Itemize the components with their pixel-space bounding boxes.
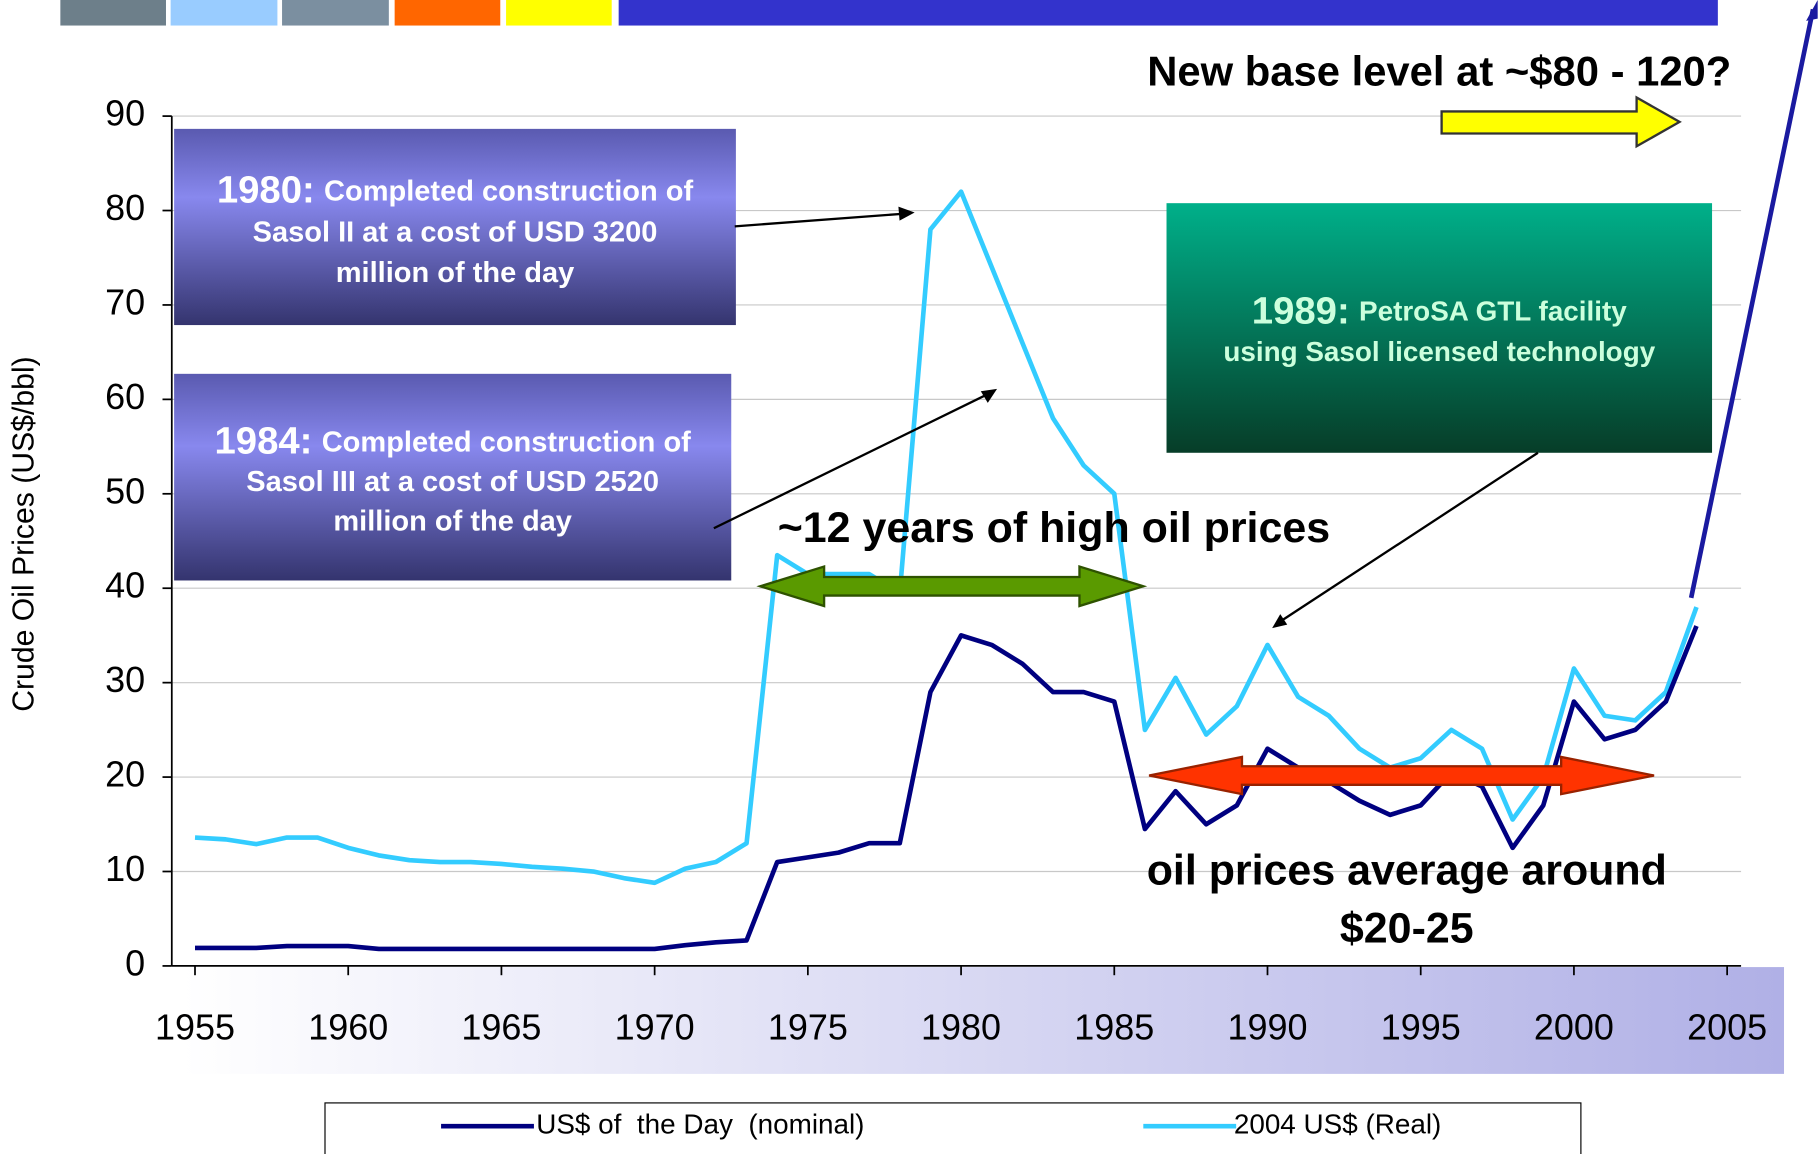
trend-arrow xyxy=(1688,8,1816,599)
box-year: 1984: xyxy=(215,420,313,463)
annotation: oil prices average around xyxy=(1147,846,1667,894)
x-tick-label: 1965 xyxy=(461,1006,541,1047)
box-line: Sasol III at a cost of USD 2520 xyxy=(246,466,659,498)
box-text: million of the day xyxy=(333,505,572,537)
box-line: 1980: Completed construction of xyxy=(217,169,694,212)
pointer-arrows xyxy=(713,212,1539,624)
x-tick-label: 2000 xyxy=(1534,1006,1614,1047)
data-line xyxy=(195,625,1699,952)
annotation: New base level at ~$80 - 120? xyxy=(1147,47,1731,94)
note-box xyxy=(174,373,732,581)
legend-items: US$ of the Day (nominal) 2004 US$ (Real) xyxy=(441,1108,1441,1139)
arrow-head xyxy=(980,388,998,403)
x-axis-band xyxy=(182,967,1785,1074)
yellow-arrow xyxy=(1440,95,1682,149)
box-text: Sasol II at a cost of USD 3200 xyxy=(253,216,658,248)
pointer xyxy=(1278,451,1539,624)
span-arrow xyxy=(756,564,1148,608)
box-text: 1980: Completed construction of Sasol II a… xyxy=(215,169,1656,537)
x-tick-label: 1985 xyxy=(1074,1006,1154,1047)
y-tick-label: 30 xyxy=(105,659,145,700)
y-tick-label: 40 xyxy=(105,565,145,606)
arrow-head xyxy=(898,206,915,221)
box-text: Completed construction of xyxy=(324,175,693,207)
box-year: 1989: xyxy=(1252,290,1350,333)
arrow-head xyxy=(1272,614,1288,629)
note-box xyxy=(174,128,736,326)
box-text: Sasol III at a cost of USD 2520 xyxy=(246,466,659,498)
box-text: PetroSA GTL facility xyxy=(1359,296,1627,327)
header-image xyxy=(282,0,389,26)
x-tick-label: 1990 xyxy=(1227,1006,1307,1047)
box-text: Completed construction of xyxy=(322,426,691,458)
pointer xyxy=(713,392,990,530)
box-line: million of the day xyxy=(336,257,575,289)
y-tick-label: 10 xyxy=(105,848,145,889)
pointer xyxy=(734,212,906,228)
box-text: million of the day xyxy=(336,257,575,289)
box-year: 1980: xyxy=(217,169,315,212)
data-line xyxy=(194,189,1699,886)
x-tick-label: 1960 xyxy=(308,1006,388,1047)
header-strip xyxy=(60,0,1718,26)
legend xyxy=(324,1102,1582,1154)
x-tick-label: 1980 xyxy=(921,1006,1001,1047)
span-arrow xyxy=(1148,755,1655,796)
x-tick-label: 1955 xyxy=(155,1006,235,1047)
y-tick-label: 20 xyxy=(105,754,145,795)
box-line: Sasol II at a cost of USD 3200 xyxy=(253,216,658,248)
header-block xyxy=(170,0,278,26)
legend-label: US$ of the Day (nominal) xyxy=(536,1108,864,1139)
note-box xyxy=(1166,203,1713,453)
annotation: ~12 years of high oil prices xyxy=(778,504,1330,552)
y-tick-label: 90 xyxy=(105,93,145,134)
box-line: using Sasol licensed technology xyxy=(1223,336,1655,367)
box-line: 1989: PetroSA GTL facility xyxy=(1252,290,1628,333)
y-tick-label: 80 xyxy=(105,187,145,228)
header-block xyxy=(506,0,612,26)
x-tick-label: 1970 xyxy=(615,1006,695,1047)
y-tick-label: 70 xyxy=(105,281,145,322)
y-tick-label: 60 xyxy=(105,376,145,417)
x-tick-label: 1975 xyxy=(768,1006,848,1047)
y-tick-label: 50 xyxy=(105,470,145,511)
header-block xyxy=(618,0,1718,26)
trend-arrow-head xyxy=(1806,0,1818,21)
y-tick-label: 0 xyxy=(125,942,145,983)
box-text: using Sasol licensed technology xyxy=(1223,336,1655,367)
header-image xyxy=(60,0,166,26)
box-line: million of the day xyxy=(333,505,572,537)
legend-label: 2004 US$ (Real) xyxy=(1234,1108,1441,1139)
annotation: $20-25 xyxy=(1340,904,1474,952)
header-block xyxy=(394,0,501,26)
box-line: 1984: Completed construction of xyxy=(215,420,692,463)
x-tick-label: 2005 xyxy=(1687,1006,1767,1047)
axes: 0 10 20 30 40 50 60 70 80 90 1955 1960 1965 1970 1975 1… xyxy=(105,93,1767,1048)
x-tick-label: 1995 xyxy=(1381,1006,1461,1047)
y-axis-label: Crude Oil Prices (US$/bbl) xyxy=(8,356,41,712)
